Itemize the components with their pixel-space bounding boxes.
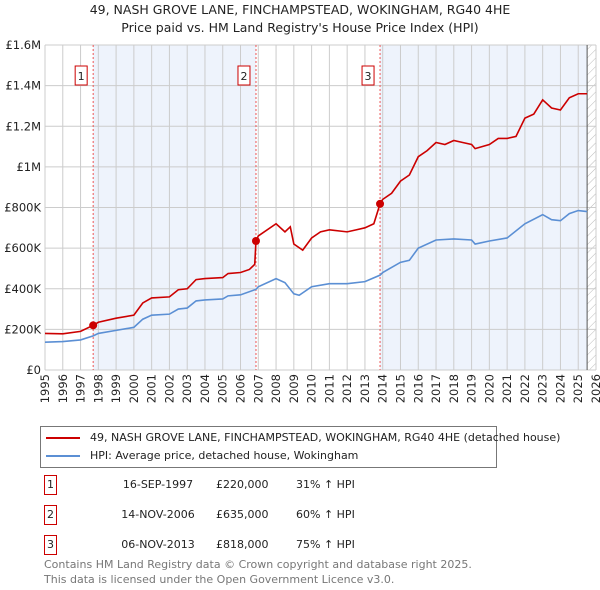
legend-swatch-red (46, 437, 80, 439)
x-tick-label: 2014 (376, 374, 390, 403)
sale-row: 3 06-NOV-2013 £818,000 75% ↑ HPI (44, 535, 444, 555)
x-tick-label: 2023 (536, 374, 550, 403)
sale-price: £635,000 (216, 508, 269, 521)
x-tick-label: 2013 (358, 374, 372, 403)
y-tick-label: £1M (16, 160, 41, 174)
legend-label: HPI: Average price, detached house, Woki… (90, 449, 359, 462)
x-tick-label: 1998 (91, 374, 105, 403)
sale-marker-box (237, 65, 251, 86)
x-tick-label: 2019 (465, 374, 479, 403)
x-tick-label: 2001 (145, 374, 159, 403)
x-tick-label: 2018 (447, 374, 461, 403)
x-tick-label: 2005 (216, 374, 230, 403)
x-tick-label: 2008 (269, 374, 283, 403)
x-tick-label: 1996 (56, 374, 70, 403)
legend-item-property: 49, NASH GROVE LANE, FINCHAMPSTEAD, WOKI… (46, 430, 560, 446)
x-tick-label: 2004 (198, 374, 212, 403)
sale-marker-label: 2 (44, 505, 57, 525)
hpi-line (44, 209, 588, 343)
x-tick-label: 1999 (109, 374, 123, 403)
y-tick-label: £1.2M (5, 119, 41, 133)
plot-area: 1995 1996 1997 1998 1999 2000 2001 2002 2003 2004… (4, 38, 600, 403)
sale-date: 16-SEP-1997 (122, 478, 194, 491)
x-tick-label: 2016 (411, 374, 425, 403)
sale-hpi-diff: 31% ↑ HPI (296, 478, 355, 491)
x-tick-label: 2012 (340, 374, 354, 403)
x-tick-label: 2002 (162, 374, 176, 403)
y-tick-label: £1.6M (5, 38, 41, 52)
x-tick-label: 2003 (180, 374, 194, 403)
sale-marker-box (74, 65, 88, 86)
footer-copyright: Contains HM Land Registry data © Crown c… (44, 558, 472, 571)
footer-licence: This data is licensed under the Open Gov… (44, 573, 395, 586)
sale-hpi-diff: 75% ↑ HPI (296, 538, 355, 551)
x-tick-label: 2022 (518, 374, 532, 403)
x-tick-label: 2006 (234, 374, 248, 403)
sale-row: 2 14-NOV-2006 £635,000 60% ↑ HPI (44, 505, 444, 525)
price-paid-line (44, 92, 588, 335)
legend-swatch-blue (46, 455, 80, 457)
chart-subtitle: Price paid vs. HM Land Registry's House … (121, 20, 479, 35)
x-tick-label: 2015 (393, 374, 407, 403)
sale-row: 1 16-SEP-1997 £220,000 31% ↑ HPI (44, 475, 444, 495)
x-tick-label: 2009 (287, 374, 301, 403)
x-tick-label: 2020 (482, 374, 496, 403)
y-tick-label: £1.4M (5, 79, 41, 93)
sale-price: £818,000 (216, 538, 269, 551)
sale-date: 06-NOV-2013 (121, 538, 195, 551)
x-tick-label: 2026 (589, 374, 600, 403)
sale-marker-label: 3 (44, 535, 57, 555)
sale-point (251, 237, 260, 246)
x-tick-label: 2010 (305, 374, 319, 403)
x-tick-label: 1995 (38, 374, 52, 403)
y-tick-label: £600K (4, 241, 41, 255)
sale-marker-label: 1 (44, 475, 57, 495)
sale-date: 14-NOV-2006 (121, 508, 195, 521)
chart-title: 49, NASH GROVE LANE, FINCHAMPSTEAD, WOKI… (89, 2, 511, 17)
y-tick-label: £800K (4, 201, 41, 215)
sale-hpi-diff: 60% ↑ HPI (296, 508, 355, 521)
x-tick-label: 2024 (553, 374, 567, 403)
sale-marker-label: 1 (78, 70, 85, 83)
legend-label: 49, NASH GROVE LANE, FINCHAMPSTEAD, WOKI… (90, 431, 561, 444)
sale-marker-label: 3 (365, 70, 372, 83)
y-tick-label: £400K (4, 282, 41, 296)
y-tick-label: £0 (26, 363, 41, 377)
sale-marker-box (361, 65, 375, 86)
sale-marker-label: 2 (240, 70, 247, 83)
sale-point (376, 199, 385, 208)
x-tick-label: 2007 (251, 374, 265, 403)
sale-point (89, 321, 98, 330)
legend-item-hpi: HPI: Average price, detached house, Woki… (46, 448, 358, 464)
y-tick-label: £200K (4, 322, 41, 336)
x-tick-label: 2021 (500, 374, 514, 403)
x-tick-label: 2017 (429, 374, 443, 403)
x-tick-label: 2025 (571, 374, 585, 403)
sale-price: £220,000 (216, 478, 269, 491)
x-tick-label: 2011 (322, 374, 336, 403)
legend: 49, NASH GROVE LANE, FINCHAMPSTEAD, WOKI… (40, 426, 560, 468)
x-tick-label: 2000 (127, 374, 141, 403)
x-tick-label: 1997 (74, 374, 88, 403)
